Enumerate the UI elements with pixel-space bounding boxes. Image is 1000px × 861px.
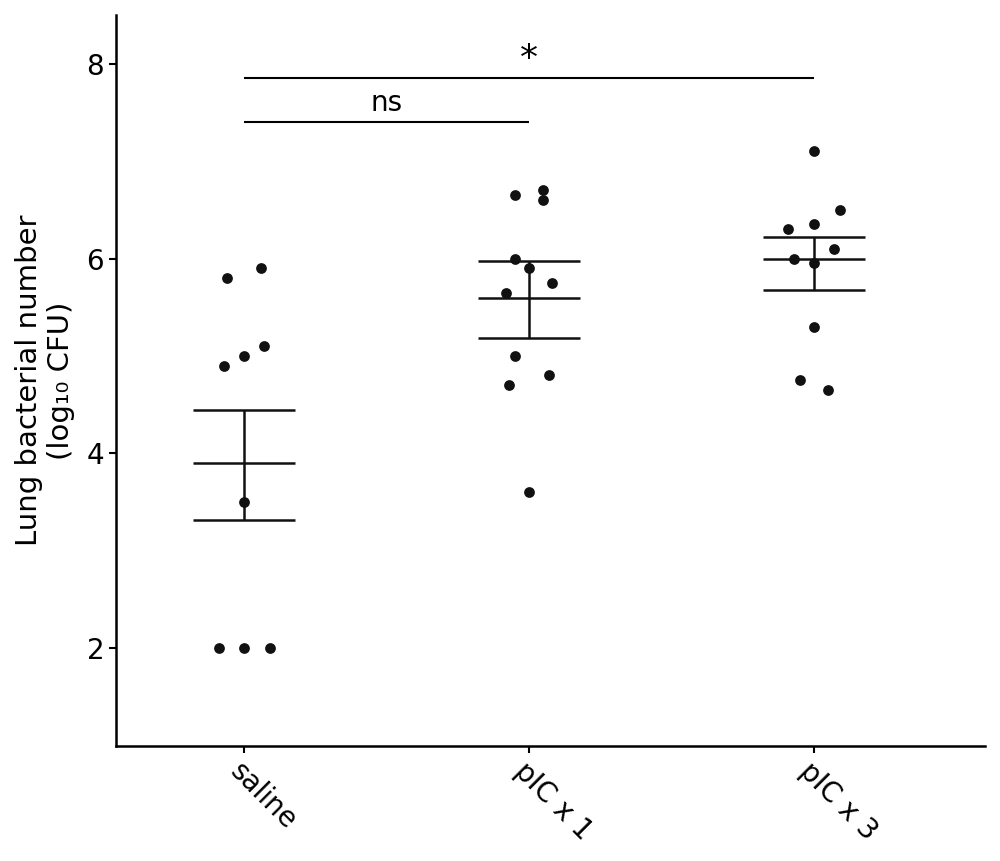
Point [806, 320, 822, 334]
Text: ns: ns [371, 90, 403, 117]
Point [792, 374, 808, 387]
Point [219, 271, 235, 285]
Point [541, 369, 557, 382]
Point [786, 251, 802, 265]
Point [216, 359, 232, 373]
Y-axis label: Lung bacterial number
(log₁₀ CFU): Lung bacterial number (log₁₀ CFU) [15, 214, 75, 546]
Point [832, 203, 848, 217]
Point [780, 222, 796, 236]
Point [236, 641, 252, 655]
Point [806, 257, 822, 270]
Point [820, 383, 836, 397]
Point [507, 349, 523, 362]
Point [521, 262, 537, 276]
Point [806, 145, 822, 158]
Point [253, 262, 269, 276]
Point [507, 251, 523, 265]
Point [501, 378, 517, 392]
Point [544, 276, 560, 290]
Text: *: * [520, 42, 538, 77]
Point [507, 189, 523, 202]
Point [806, 218, 822, 232]
Point [211, 641, 227, 655]
Point [826, 242, 842, 256]
Point [236, 349, 252, 362]
Point [535, 183, 551, 197]
Point [256, 339, 272, 353]
Point [236, 495, 252, 509]
Point [521, 486, 537, 499]
Point [535, 193, 551, 207]
Point [262, 641, 278, 655]
Point [498, 286, 514, 300]
